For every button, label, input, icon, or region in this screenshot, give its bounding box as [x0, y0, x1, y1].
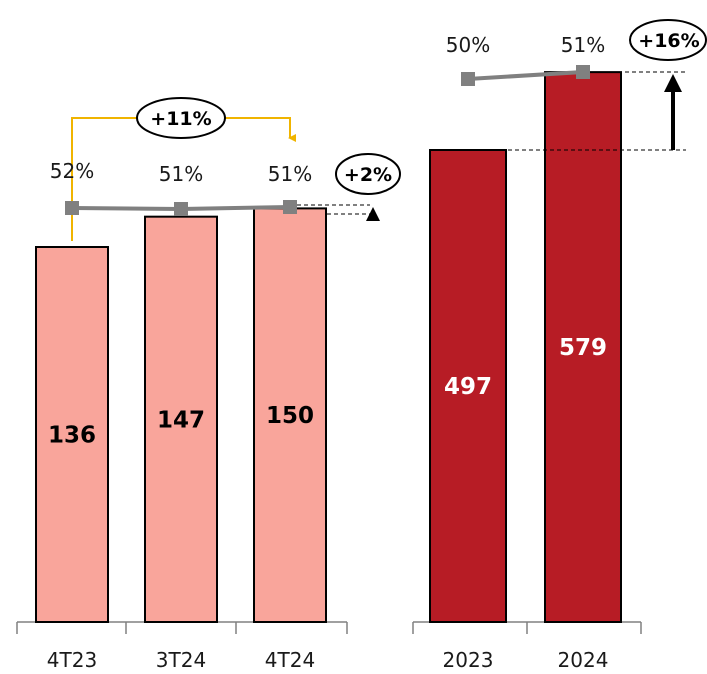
category-label: 3T24: [156, 648, 206, 672]
annual-bars: 497 2023 579 2024: [429, 71, 622, 672]
qoq-arrow-icon: [366, 207, 380, 221]
margin-marker: [174, 202, 188, 216]
margin-marker: [461, 72, 475, 86]
annual-axis-ticks: [412, 622, 642, 634]
category-label: 4T24: [265, 648, 315, 672]
margin-percent-label: 51%: [268, 162, 312, 186]
quarterly-margin-line: 52% 51% 51%: [50, 159, 312, 216]
margin-percent-label: 51%: [159, 162, 203, 186]
quarterly-bars: 136 4T23 147 3T24 150 4T24: [35, 207, 327, 672]
quarterly-axis-ticks: [16, 622, 348, 634]
qoq-badge-text: +2%: [344, 164, 392, 186]
bar-4T23: [35, 246, 109, 623]
bar-value-label: 150: [266, 403, 314, 429]
bar-value-label: 136: [48, 423, 96, 449]
margin-percent-label: 50%: [446, 33, 490, 57]
annual-badge-text: +16%: [638, 30, 699, 52]
category-label: 2023: [443, 648, 494, 672]
margin-percent-label: 52%: [50, 159, 94, 183]
category-label: 4T23: [47, 648, 97, 672]
annual-margin-line: 50% 51%: [446, 33, 605, 86]
bar-2024: [544, 71, 622, 623]
margin-marker: [283, 200, 297, 214]
bar-value-label: 497: [444, 374, 492, 400]
margin-marker: [576, 65, 590, 79]
bar-3T24: [144, 215, 218, 623]
margin-percent-label: 51%: [561, 33, 605, 57]
qoq-badge: [335, 153, 401, 195]
yoy-badge: [136, 97, 226, 139]
annual-badge: [629, 19, 707, 61]
bar-2023: [429, 149, 507, 623]
quarterly-panel: 136 4T23 147 3T24 150 4T24 +11% +2% 52% 51% 51%: [16, 97, 401, 672]
margin-marker: [65, 201, 79, 215]
bar-value-label: 147: [157, 407, 205, 433]
yoy-badge-text: +11%: [150, 108, 211, 130]
category-label: 2024: [558, 648, 609, 672]
bar-value-label: 579: [559, 335, 607, 361]
annual-panel: 497 2023 579 2024 +16% 50% 51%: [412, 19, 707, 672]
margin-line: [467, 70, 584, 81]
annual-growth-arrow-icon: [664, 74, 682, 92]
